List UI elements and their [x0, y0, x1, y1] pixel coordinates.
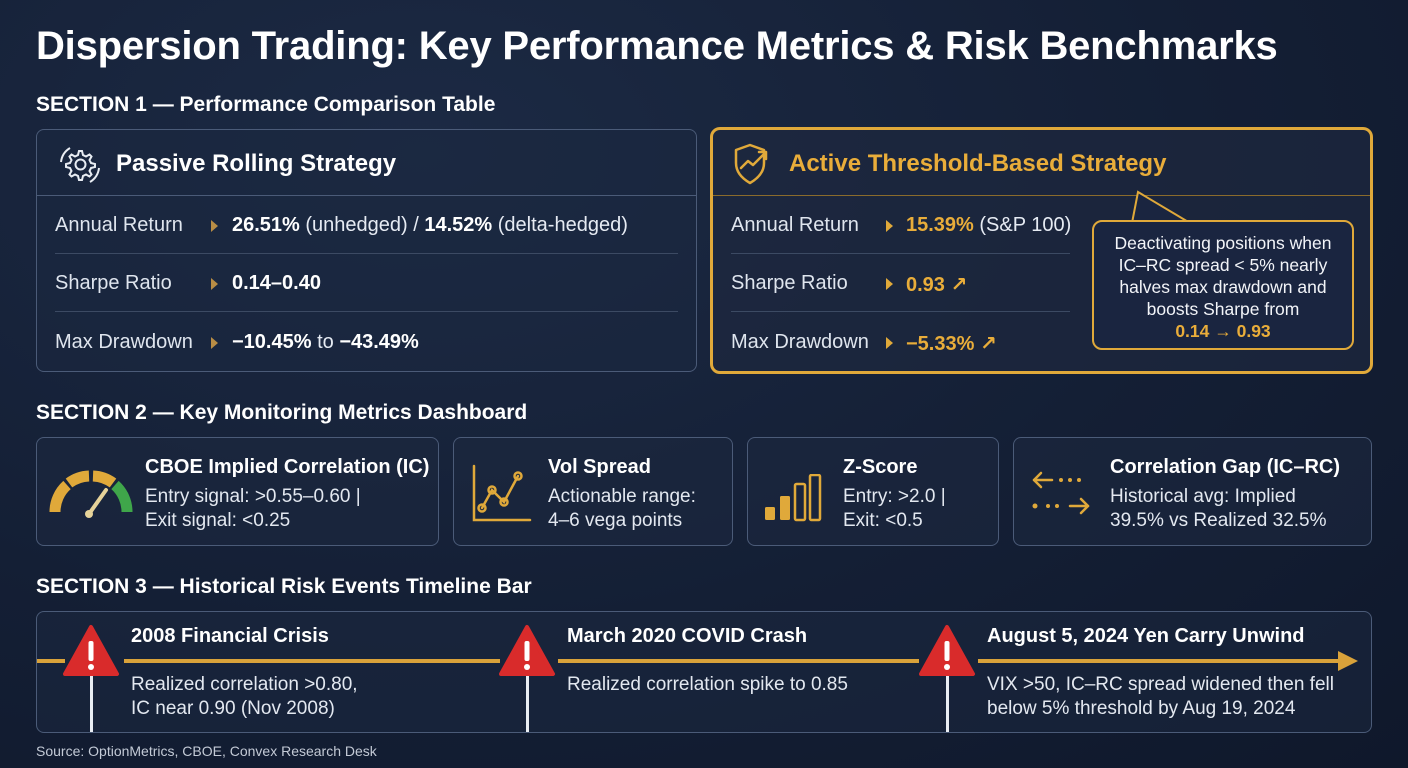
card-line: Entry: >2.0 |: [843, 486, 946, 507]
card-text: Entry signal: >0.55–0.60 | Exit signal: …: [145, 485, 361, 533]
caret-right-icon: [886, 220, 893, 232]
risk-events-timeline: [36, 611, 1372, 733]
timeline-bar: [978, 659, 1344, 663]
warning-icon: [919, 625, 975, 676]
event-text: Realized correlation spike to 0.85: [567, 673, 848, 697]
row-value: 0.93 ↗: [906, 274, 968, 296]
card-title: Vol Spread: [548, 456, 651, 478]
card-line: Exit signal: <0.25: [145, 510, 291, 531]
caret-right-icon: [886, 278, 893, 290]
exchange-arrows-icon: [1030, 466, 1092, 525]
active-panel-header: Active Threshold-Based Strategy: [713, 130, 1370, 196]
timeline-bar: [37, 659, 65, 663]
card-text: Entry: >2.0 | Exit: <0.5: [843, 485, 946, 533]
warning-icon: [499, 625, 555, 676]
bar-chart-icon: [762, 473, 826, 527]
metric-card-implied-correlation: CBOE Implied Correlation (IC) Entry sign…: [36, 437, 439, 546]
callout-pointer: [1131, 190, 1191, 224]
event-title: 2008 Financial Crisis: [131, 625, 329, 647]
section1-heading: SECTION 1 — Performance Comparison Table: [36, 93, 496, 116]
card-title: Z-Score: [843, 456, 918, 478]
callout-highlight: 0.14 → 0.93: [1175, 321, 1271, 341]
active-panel-title: Active Threshold-Based Strategy: [789, 150, 1167, 177]
gear-refresh-icon: [55, 142, 103, 191]
row-label: Annual Return: [55, 214, 183, 236]
page-title: Dispersion Trading: Key Performance Metr…: [36, 24, 1278, 68]
metric-card-z-score: Z-Score Entry: >2.0 | Exit: <0.5: [747, 437, 999, 546]
card-line: Exit: <0.5: [843, 510, 923, 531]
row-label: Annual Return: [731, 214, 859, 236]
passive-row-drawdown: Max Drawdown −10.45% to −43.49%: [55, 313, 678, 371]
caret-right-icon: [211, 337, 218, 349]
insight-callout: Deactivating positions when IC–RC spread…: [1092, 220, 1354, 350]
section3-heading: SECTION 3 — Historical Risk Events Timel…: [36, 575, 532, 598]
timeline-arrowhead-icon: [1338, 651, 1358, 671]
card-line: Entry signal: >0.55–0.60 |: [145, 486, 361, 507]
shield-trend-icon: [729, 141, 775, 192]
row-label: Sharpe Ratio: [731, 272, 848, 294]
callout-line: boosts Sharpe from: [1146, 299, 1300, 319]
passive-strategy-panel: Passive Rolling Strategy Annual Return 2…: [36, 129, 697, 372]
event-title: August 5, 2024 Yen Carry Unwind: [987, 625, 1305, 647]
row-value: 26.51% (unhedged) / 14.52% (delta-hedged…: [232, 214, 628, 236]
row-value: 0.14–0.40: [232, 272, 321, 294]
active-row-sharpe: Sharpe Ratio 0.93 ↗: [731, 254, 1070, 312]
row-value: −10.45% to −43.49%: [232, 331, 419, 353]
caret-right-icon: [211, 220, 218, 232]
passive-panel-title: Passive Rolling Strategy: [116, 150, 397, 177]
event-line: VIX >50, IC–RC spread widened then fell: [987, 674, 1334, 695]
caret-right-icon: [886, 337, 893, 349]
warning-icon: [63, 625, 119, 676]
card-title: CBOE Implied Correlation (IC): [145, 456, 430, 478]
card-text: Historical avg: Implied 39.5% vs Realize…: [1110, 485, 1327, 533]
card-line: Actionable range:: [548, 486, 696, 507]
active-row-drawdown: Max Drawdown −5.33% ↗: [731, 313, 1070, 371]
event-text: Realized correlation >0.80, IC near 0.90…: [131, 673, 358, 721]
callout-line: IC–RC spread < 5% nearly: [1118, 255, 1328, 275]
event-line: IC near 0.90 (Nov 2008): [131, 698, 335, 719]
section2-heading: SECTION 2 — Key Monitoring Metrics Dashb…: [36, 401, 528, 424]
metric-card-vol-spread: Vol Spread Actionable range: 4–6 vega po…: [453, 437, 733, 546]
active-row-annual-return: Annual Return 15.39% (S&P 100): [731, 196, 1072, 254]
event-text: VIX >50, IC–RC spread widened then fell …: [987, 673, 1334, 721]
card-line: 4–6 vega points: [548, 510, 683, 531]
row-label: Max Drawdown: [55, 331, 193, 353]
event-marker-line: [946, 676, 949, 732]
row-value: 15.39% (S&P 100): [906, 214, 1072, 236]
callout-line: halves max drawdown and: [1119, 277, 1327, 297]
card-line: Historical avg: Implied: [1110, 486, 1296, 507]
card-line: 39.5% vs Realized 32.5%: [1110, 510, 1327, 531]
event-marker-line: [526, 676, 529, 732]
event-line: below 5% threshold by Aug 19, 2024: [987, 698, 1296, 719]
timeline-bar: [124, 659, 500, 663]
row-label: Sharpe Ratio: [55, 272, 172, 294]
card-title: Correlation Gap (IC–RC): [1110, 456, 1341, 478]
caret-right-icon: [211, 278, 218, 290]
row-label: Max Drawdown: [731, 331, 869, 353]
callout-line: Deactivating positions when: [1114, 233, 1332, 253]
event-line: Realized correlation spike to 0.85: [567, 674, 848, 695]
event-marker-line: [90, 676, 93, 732]
event-line: Realized correlation >0.80,: [131, 674, 358, 695]
line-chart-icon: [470, 462, 534, 529]
row-value: −5.33% ↗: [906, 333, 997, 355]
metric-card-correlation-gap: Correlation Gap (IC–RC) Historical avg: …: [1013, 437, 1372, 546]
event-title: March 2020 COVID Crash: [567, 625, 808, 647]
timeline-bar: [558, 659, 919, 663]
gauge-icon: [49, 468, 133, 523]
passive-row-annual-return: Annual Return 26.51% (unhedged) / 14.52%…: [55, 196, 678, 254]
passive-row-sharpe: Sharpe Ratio 0.14–0.40: [55, 254, 678, 312]
source-note: Source: OptionMetrics, CBOE, Convex Rese…: [36, 743, 377, 759]
passive-panel-header: Passive Rolling Strategy: [37, 130, 696, 196]
card-text: Actionable range: 4–6 vega points: [548, 485, 696, 533]
